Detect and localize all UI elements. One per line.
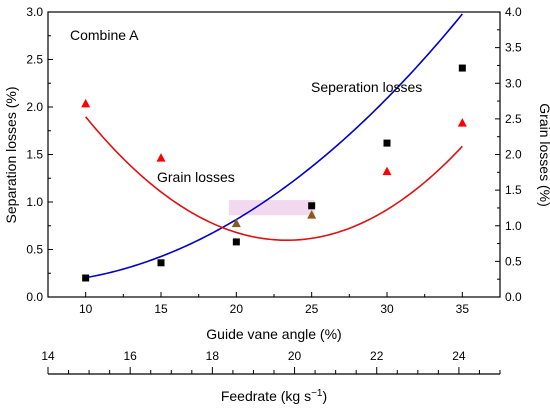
y-right-tick-label: 2.0 [505, 148, 522, 162]
y-left-tick-label: 2.0 [26, 100, 43, 114]
x-axis-title: Guide vane angle (%) [206, 326, 341, 342]
y-left-tick-label: 3.0 [26, 5, 43, 19]
separation-point [383, 139, 391, 147]
label-grain-series: Grain losses [157, 169, 235, 185]
x2-tick-label: 18 [206, 349, 220, 363]
plot-frame [47, 11, 501, 298]
highlight-band [228, 200, 315, 216]
y-right-tick-label: 4.0 [505, 5, 522, 19]
x2-tick-label: 20 [288, 349, 302, 363]
fit-curve-separation [85, 13, 463, 279]
y-left-axis-title: Separation losses (%) [3, 87, 19, 224]
y-right-axis-title: Grain losses (%) [537, 103, 550, 206]
ticks-layer: 10 15 20 25 30 35 0.0 0.5 1.0 1.5 2.0 2.5 3.0 0.0 0.5 1… [26, 5, 522, 374]
y-right-tick-label: 1.0 [505, 219, 522, 233]
y-right-tick-label: 1.5 [505, 183, 522, 197]
grain-point [231, 218, 241, 228]
grain-point [156, 153, 166, 162]
annotation-combine: Combine A [70, 27, 139, 43]
y-left-tick-label: 0.0 [26, 290, 43, 304]
x2-title-main: Feedrate (kg s [221, 388, 311, 404]
x-tick-label: 15 [154, 302, 168, 316]
y-left-tick-label: 0.5 [26, 243, 43, 257]
y-right-tick-label: 3.5 [505, 41, 522, 55]
grain-point [382, 166, 392, 176]
grain-point [457, 118, 467, 127]
marker-layer [81, 64, 467, 282]
fit-layer [85, 13, 463, 279]
fit-curve-grain [85, 116, 463, 242]
label-separation-series: Seperation losses [311, 79, 422, 95]
x2-title-sup: −1 [311, 388, 323, 399]
x-tick-label: 30 [380, 302, 394, 316]
y-left-tick-label: 1.5 [26, 148, 43, 162]
y-left-tick-label: 1.0 [26, 195, 43, 209]
x2-tick-label: 16 [124, 349, 138, 363]
separation-point [458, 64, 466, 72]
separation-point [157, 259, 165, 267]
x2-axis-title: Feedrate (kg s−1) [221, 388, 327, 404]
x-tick-label: 10 [79, 302, 93, 316]
x-tick-label: 25 [305, 302, 319, 316]
y-right-tick-label: 0.0 [505, 290, 522, 304]
x2-tick-label: 24 [452, 349, 466, 363]
y-right-tick-label: 2.5 [505, 112, 522, 126]
x2-tick-label: 14 [41, 349, 55, 363]
grain-point [307, 210, 317, 219]
separation-point [82, 274, 90, 282]
separation-point [308, 202, 316, 210]
grain-point [81, 98, 91, 108]
y-left-tick-label: 2.5 [26, 53, 43, 67]
x2-tick-label: 22 [370, 349, 384, 363]
y-right-tick-label: 0.5 [505, 254, 522, 268]
separation-point [232, 238, 240, 246]
x2-title-end: ) [323, 388, 328, 404]
y-right-tick-label: 3.0 [505, 76, 522, 90]
x-tick-label: 35 [456, 302, 470, 316]
x-tick-label: 20 [230, 302, 244, 316]
